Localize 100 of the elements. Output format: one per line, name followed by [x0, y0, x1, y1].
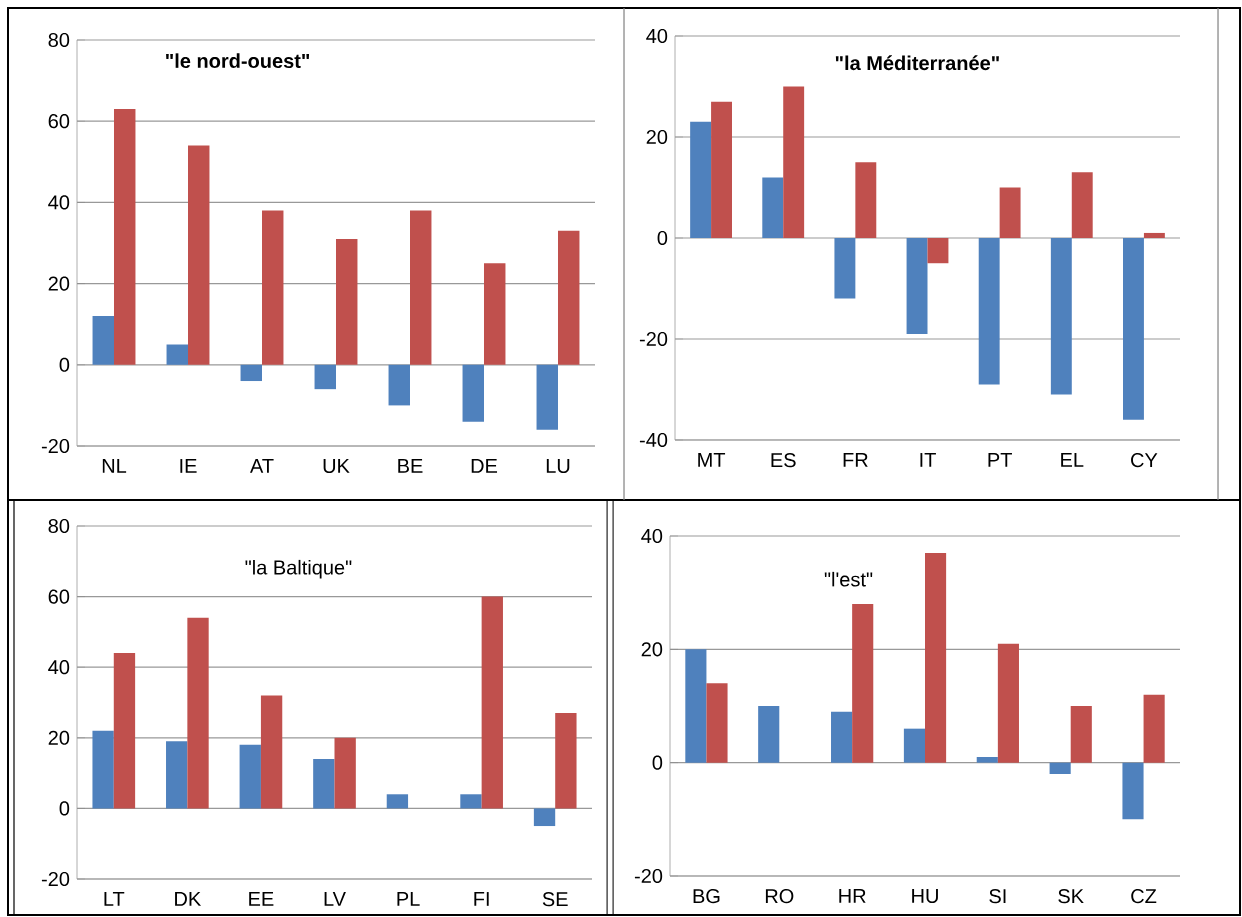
bar [783, 86, 805, 238]
bar [1122, 762, 1144, 820]
bar [685, 649, 707, 763]
bar [460, 794, 482, 809]
x-tick-label: DE [471, 459, 498, 473]
bar [114, 109, 136, 365]
bar [1143, 694, 1165, 763]
y-tick-label: 0 [59, 801, 70, 816]
x-tick-label: DK [175, 892, 202, 906]
bar [260, 695, 283, 809]
y-tick-label: 80 [48, 32, 70, 48]
y-tick-label: 0 [657, 230, 668, 246]
x-tick-label: CY [1131, 453, 1158, 468]
bar [976, 757, 998, 763]
y-tick-label: 20 [48, 730, 70, 745]
bar [906, 237, 928, 334]
x-tick-label: SK [1058, 889, 1084, 904]
bar [1071, 172, 1093, 238]
y-tick-label: 80 [48, 518, 70, 534]
x-tick-label: EL [1061, 453, 1084, 467]
bar [166, 344, 188, 365]
bar [831, 711, 853, 763]
y-tick-label: -20 [41, 438, 70, 454]
bar [927, 237, 949, 264]
y-tick-label: -20 [634, 868, 663, 884]
x-tick-label: LV [324, 892, 346, 906]
bar [166, 741, 188, 809]
x-tick-label: UK [323, 459, 350, 474]
y-tick-label: 40 [48, 660, 70, 675]
bar [758, 705, 780, 763]
bar [334, 737, 356, 809]
bar [1123, 237, 1144, 420]
x-tick-label: ES [771, 453, 796, 468]
bar [1049, 762, 1071, 774]
bar [762, 177, 784, 238]
x-tick-label: SI [989, 889, 1006, 904]
bar [852, 603, 874, 763]
x-tick-label: SE [542, 892, 568, 907]
bar [239, 744, 261, 809]
bar [690, 121, 712, 238]
bar [997, 643, 1019, 763]
bar [188, 145, 210, 365]
x-tick-label: BG [693, 889, 720, 904]
bar [536, 364, 558, 430]
bar [484, 263, 506, 365]
y-tick-label: -20 [41, 871, 70, 887]
bar [314, 364, 336, 390]
bar [262, 210, 284, 365]
bar [240, 364, 262, 382]
x-tick-label: EE [249, 892, 274, 906]
bar [978, 237, 1000, 385]
bar [1143, 232, 1165, 238]
x-tick-label: LU [546, 459, 570, 474]
x-tick-label: AT [250, 459, 274, 473]
y-tick-label: 0 [59, 357, 70, 372]
bar [336, 238, 358, 365]
bar [113, 653, 136, 809]
y-tick-label: 20 [641, 642, 663, 657]
x-tick-label: IT [920, 453, 936, 467]
x-tick-label: MT [698, 453, 726, 467]
y-tick-label: 60 [48, 589, 70, 604]
y-tick-label: 60 [48, 114, 70, 129]
x-tick-label: BE [398, 459, 423, 473]
bar [855, 162, 877, 238]
text: "l'est" [824, 571, 873, 587]
y-tick-label: 40 [646, 28, 668, 44]
x-tick-label: PT [988, 453, 1012, 467]
bar [903, 728, 925, 763]
bar [313, 758, 335, 809]
bar [999, 187, 1021, 238]
text: "la Méditerranée" [835, 55, 999, 71]
bar [834, 237, 856, 299]
y-tick-label: 20 [646, 129, 668, 145]
y-tick-label: 40 [48, 195, 70, 210]
bar [533, 808, 556, 827]
bar [462, 364, 484, 422]
x-tick-label: HR [839, 889, 866, 903]
bar [711, 101, 732, 238]
bar [410, 210, 432, 365]
text: "le nord-ouest" [166, 53, 310, 69]
y-tick-label: -20 [639, 331, 668, 347]
text: "la Baltique" [245, 559, 352, 579]
x-tick-label: PL [397, 892, 420, 906]
x-tick-label: FR [843, 453, 868, 467]
bar [1050, 237, 1072, 395]
bar [92, 730, 114, 809]
bar [92, 316, 114, 365]
bar [388, 364, 410, 406]
bar [386, 794, 409, 809]
bar [706, 683, 728, 763]
x-tick-label: LT [104, 892, 125, 906]
x-tick-label: FI [474, 892, 489, 906]
x-tick-label: CZ [1131, 889, 1157, 904]
bar [555, 713, 577, 809]
x-tick-label: RO [765, 889, 794, 904]
x-tick-label: HU [912, 889, 938, 903]
y-tick-label: 40 [641, 528, 663, 544]
bar [187, 617, 209, 809]
bar [925, 553, 947, 763]
bar [1070, 705, 1092, 763]
